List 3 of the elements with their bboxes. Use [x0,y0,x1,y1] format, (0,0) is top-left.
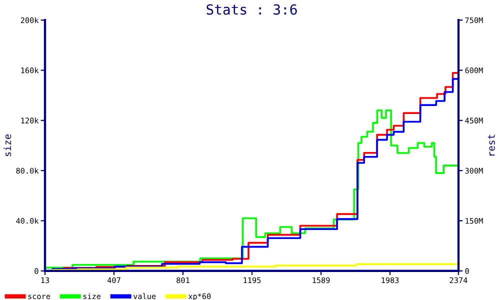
y-axis-title: size [4,134,12,156]
chart-title: Stats : 3:6 [206,4,297,15]
y2-axis-title: rest [488,134,495,156]
